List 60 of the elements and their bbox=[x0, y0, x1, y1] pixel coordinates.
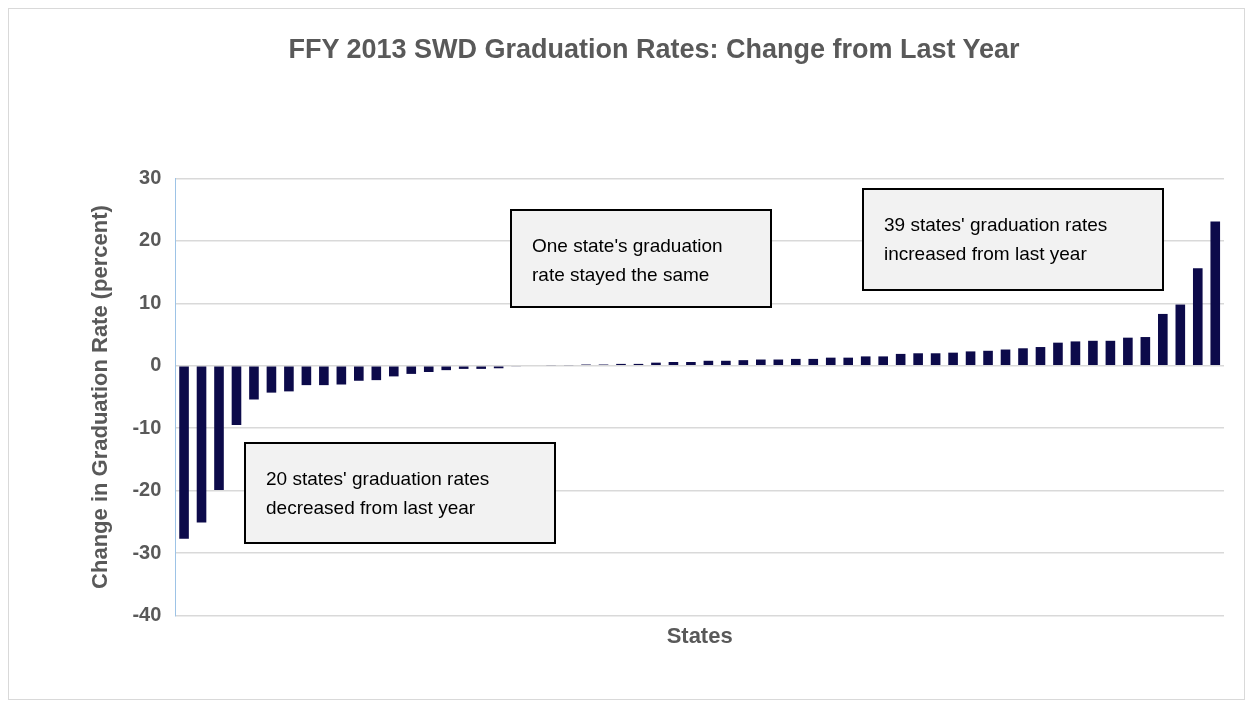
y-tick-label: -30 bbox=[132, 540, 162, 563]
bar bbox=[983, 350, 993, 366]
bar bbox=[301, 366, 312, 386]
bar bbox=[319, 366, 329, 386]
bar bbox=[1105, 340, 1116, 366]
chart-title: FFY 2013 SWD Graduation Rates: Change from Last Year bbox=[288, 33, 1021, 64]
bar bbox=[423, 366, 434, 373]
bar bbox=[860, 356, 871, 366]
y-tick-label: 0 bbox=[150, 353, 162, 376]
bar bbox=[406, 366, 417, 374]
bar bbox=[231, 366, 242, 426]
bar bbox=[878, 356, 888, 366]
y-tick-label: 20 bbox=[139, 228, 162, 251]
bar bbox=[756, 359, 766, 366]
bar bbox=[721, 360, 731, 366]
x-axis-title: States bbox=[666, 622, 733, 648]
bar bbox=[388, 366, 399, 377]
bar bbox=[1053, 342, 1063, 366]
bar bbox=[1070, 341, 1081, 366]
bar bbox=[1158, 313, 1168, 366]
bar bbox=[773, 359, 784, 366]
callout-box: 20 states' graduation rates decreased from last year bbox=[244, 442, 556, 544]
bar bbox=[1192, 268, 1203, 366]
bar bbox=[1088, 340, 1098, 366]
bar bbox=[1000, 349, 1011, 366]
y-tick-label: 30 bbox=[139, 165, 162, 188]
bar bbox=[179, 366, 189, 539]
y-tick-label: 10 bbox=[139, 290, 162, 313]
bar bbox=[913, 353, 923, 366]
bar bbox=[965, 351, 976, 366]
bar bbox=[1140, 337, 1151, 366]
bar bbox=[948, 352, 958, 366]
y-tick-label: -40 bbox=[132, 603, 162, 626]
bar bbox=[738, 360, 749, 366]
bar bbox=[825, 357, 836, 366]
y-tick-label: -20 bbox=[132, 478, 162, 501]
bar bbox=[1175, 304, 1186, 366]
bar bbox=[249, 366, 259, 400]
bar bbox=[1018, 348, 1028, 366]
bar bbox=[284, 366, 294, 392]
bar bbox=[371, 366, 382, 381]
callout-box: 39 states' graduation rates increased from last year bbox=[862, 188, 1164, 291]
bar bbox=[1123, 337, 1133, 366]
bar bbox=[930, 353, 941, 366]
y-axis-title: Change in Graduation Rate (percent) bbox=[87, 205, 113, 589]
bar bbox=[843, 357, 854, 366]
bar bbox=[1210, 221, 1221, 366]
bar bbox=[354, 366, 364, 381]
bar bbox=[790, 358, 801, 366]
callout-box: One state's graduation rate stayed the same bbox=[510, 209, 772, 308]
bar bbox=[214, 366, 224, 491]
bar bbox=[686, 362, 696, 366]
bar bbox=[336, 366, 347, 385]
bar bbox=[895, 353, 906, 366]
bar bbox=[266, 366, 277, 393]
bar bbox=[1035, 347, 1046, 366]
bar bbox=[196, 366, 207, 523]
bar bbox=[668, 362, 679, 366]
y-tick-label: -10 bbox=[132, 415, 162, 438]
bar bbox=[808, 358, 819, 366]
